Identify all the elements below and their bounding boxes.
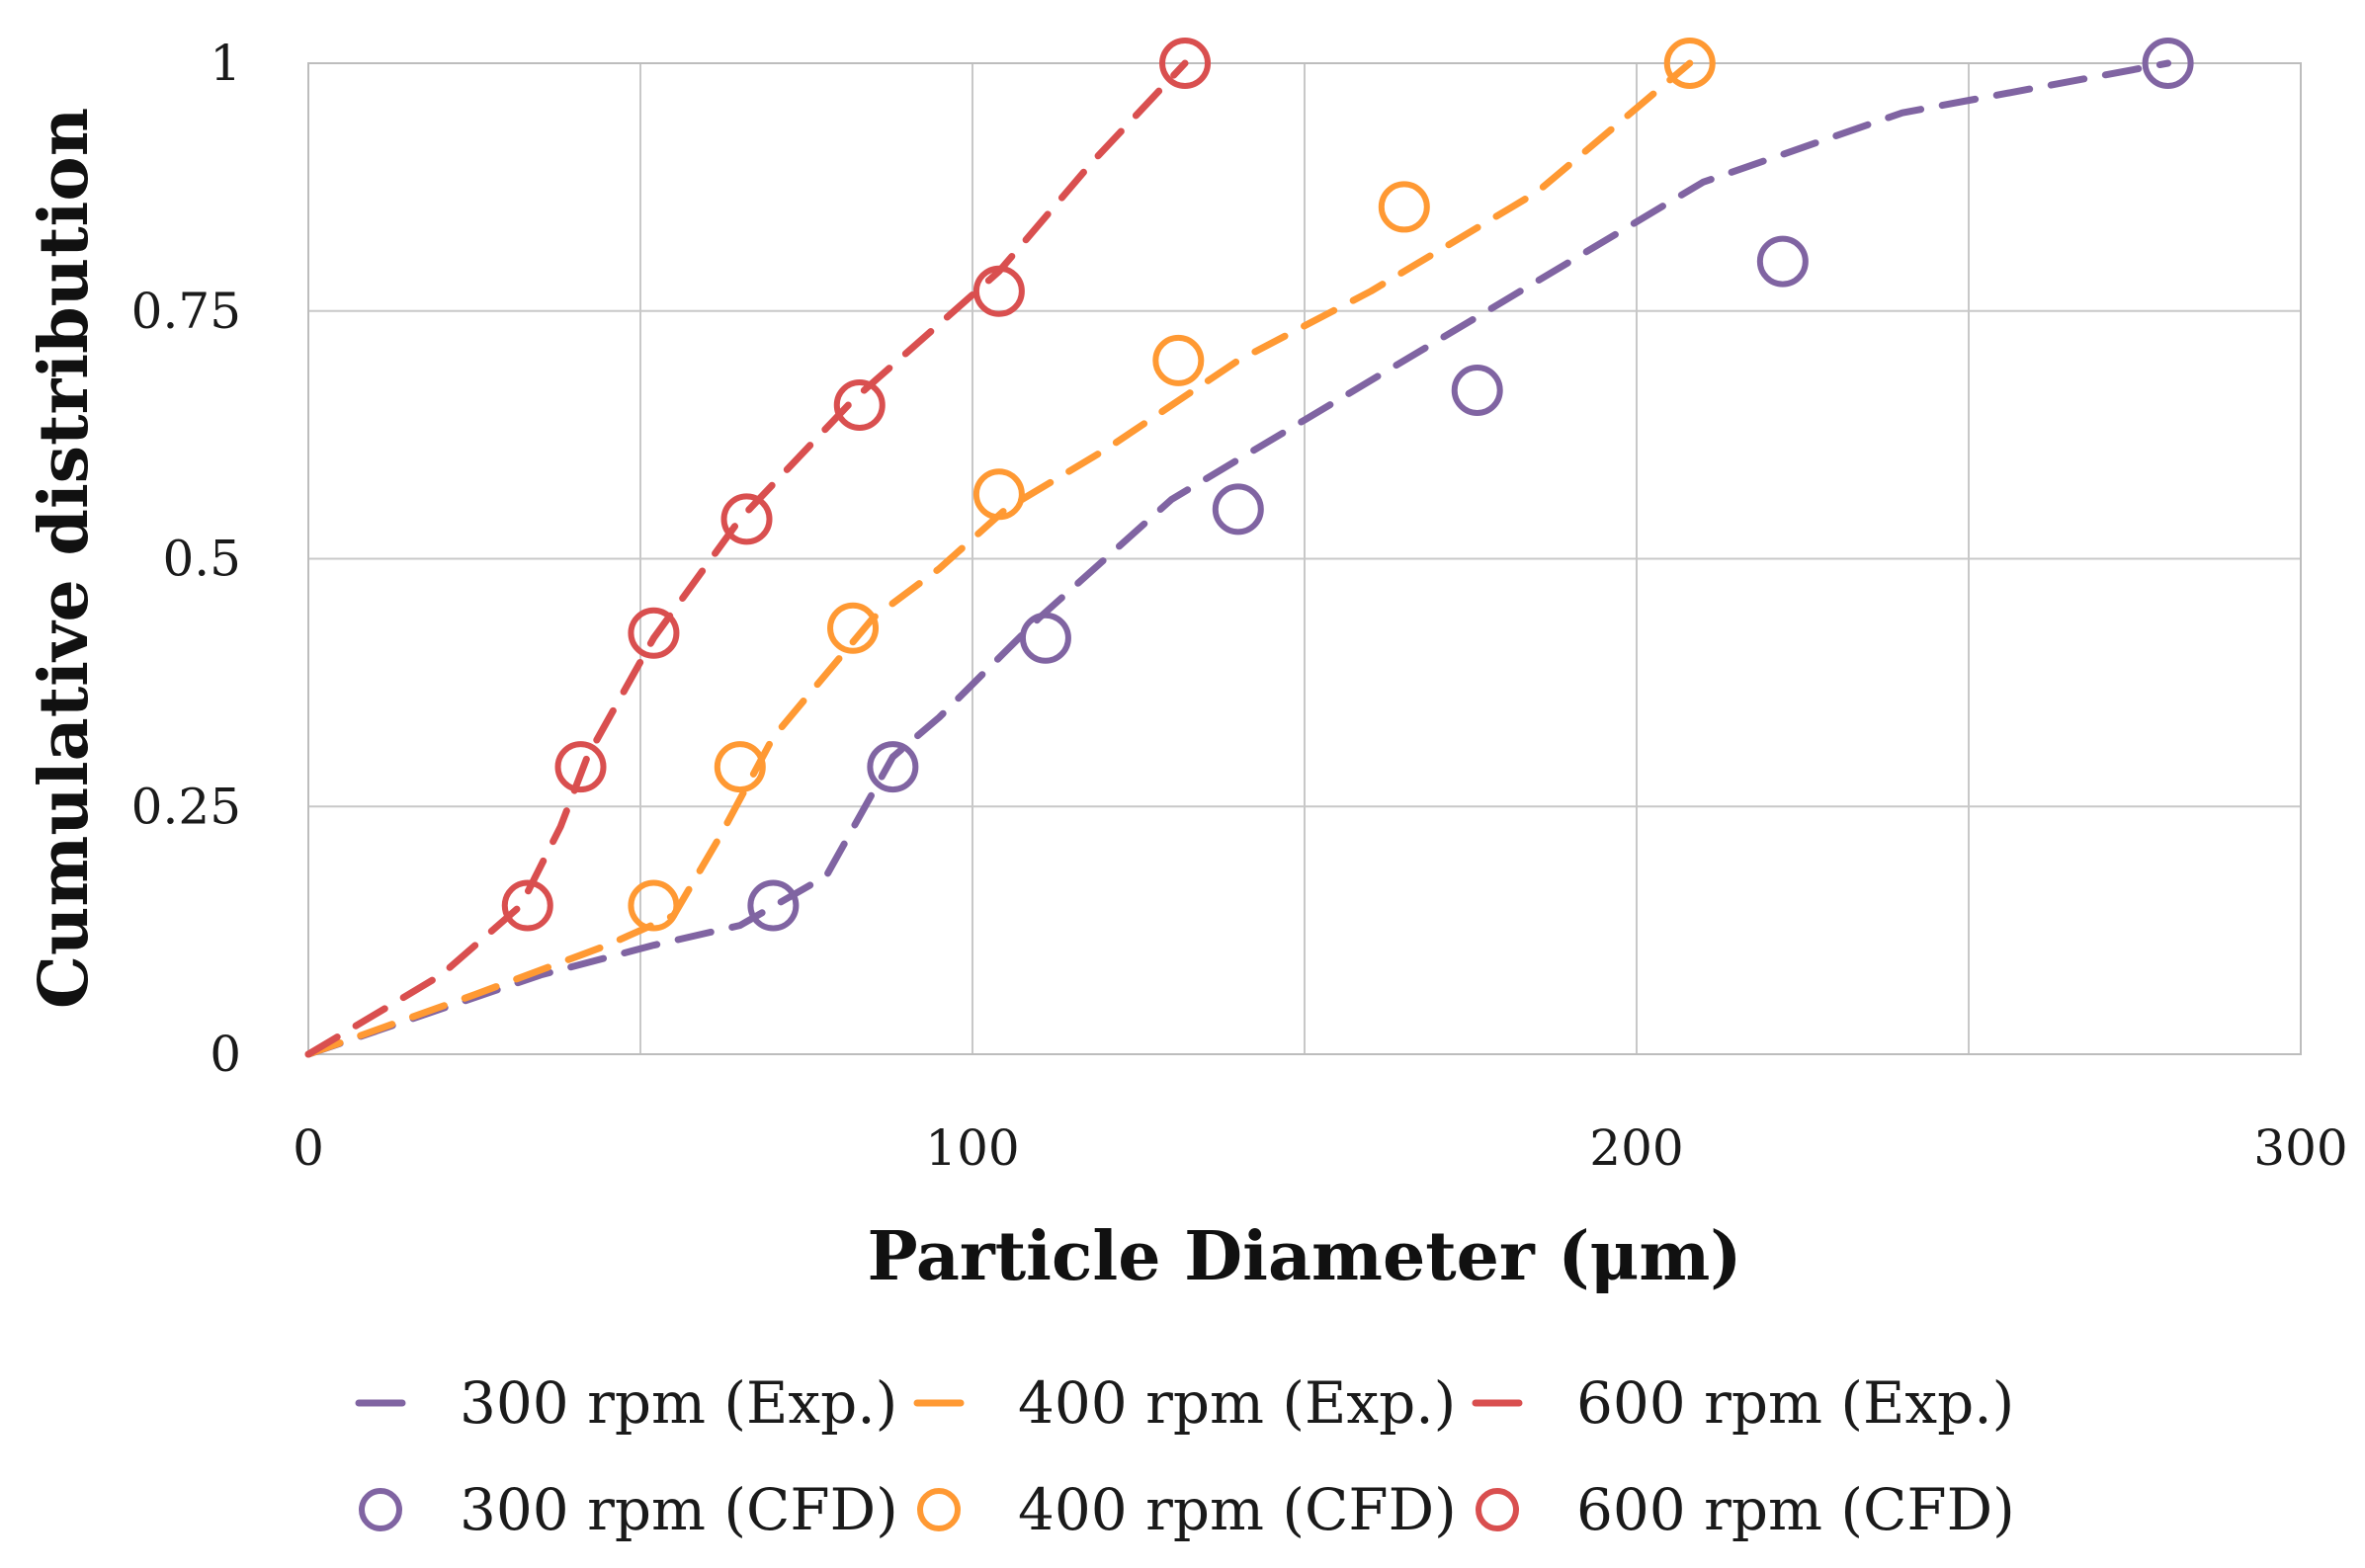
legend-swatch-marker xyxy=(359,1488,402,1531)
series-line-400-rpm-exp xyxy=(304,59,1694,1058)
legend-item-300-rpm-cfd: 300 rpm (CFD) xyxy=(359,1476,898,1543)
legend: 300 rpm (Exp.) 400 rpm (Exp.) 600 rpm (Exp… xyxy=(355,1369,2015,1543)
legend-label: 600 rpm (Exp.) xyxy=(1576,1369,2014,1437)
marker-600-rpm-cfd xyxy=(1159,38,1212,89)
x-tick-label: 0 xyxy=(293,1119,324,1177)
marker-300-rpm-cfd xyxy=(1451,364,1503,416)
marker-300-rpm-cfd xyxy=(1756,235,1809,288)
x-tick-label: 300 xyxy=(2253,1119,2347,1177)
marker-400-rpm-cfd xyxy=(972,468,1025,521)
legend-item-600-rpm-exp: 600 rpm (Exp.) xyxy=(1472,1369,2014,1437)
legend-label: 300 rpm (CFD) xyxy=(460,1476,898,1543)
legend-label: 600 rpm (CFD) xyxy=(1576,1476,2015,1543)
marker-400-rpm-cfd xyxy=(1378,181,1430,233)
series-line-600-rpm-exp xyxy=(304,59,1189,1058)
legend-item-600-rpm-cfd: 600 rpm (CFD) xyxy=(1476,1476,2015,1543)
marker-400-rpm-cfd xyxy=(628,879,680,932)
marker-400-rpm-cfd xyxy=(827,602,880,654)
marker-300-rpm-cfd xyxy=(1212,483,1264,536)
legend-swatch-marker xyxy=(917,1488,961,1531)
marker-400-rpm-cfd xyxy=(714,741,766,793)
marker-600-rpm-cfd xyxy=(628,607,680,659)
legend-item-400-rpm-cfd: 400 rpm (CFD) xyxy=(917,1476,1457,1543)
y-tick-label: 1 xyxy=(210,35,241,92)
plot-area xyxy=(307,62,2302,1055)
series xyxy=(304,38,2194,1058)
y-tick-label: 0.25 xyxy=(131,778,241,835)
legend-item-400-rpm-exp: 400 rpm (Exp.) xyxy=(913,1369,1456,1437)
x-tick-label: 200 xyxy=(1589,1119,1683,1177)
y-tick-label: 0 xyxy=(210,1026,241,1083)
marker-600-rpm-cfd xyxy=(501,879,553,932)
marker-300-rpm-cfd xyxy=(2142,38,2194,89)
marker-400-rpm-cfd xyxy=(1663,38,1716,89)
marker-600-rpm-cfd xyxy=(554,741,607,793)
y-tick-label: 0.5 xyxy=(162,531,241,588)
tick-labels: 0 100 200 300 0 0.25 0.5 0.75 1 xyxy=(131,35,2348,1177)
legend-swatch-marker xyxy=(1476,1488,1519,1531)
legend-item-300-rpm-exp: 300 rpm (Exp.) xyxy=(355,1369,897,1437)
marker-600-rpm-cfd xyxy=(720,493,773,545)
marker-600-rpm-cfd xyxy=(833,379,886,432)
legend-label: 400 rpm (Exp.) xyxy=(1018,1369,1456,1437)
legend-label: 300 rpm (Exp.) xyxy=(460,1369,897,1437)
marker-400-rpm-cfd xyxy=(1152,334,1205,386)
marker-300-rpm-cfd xyxy=(747,879,800,932)
x-tick-label: 100 xyxy=(925,1119,1019,1177)
marker-300-rpm-cfd xyxy=(1019,612,1071,664)
y-axis-title: Cumulative distribution xyxy=(25,108,104,1009)
y-tick-label: 0.75 xyxy=(131,283,241,340)
x-axis-title: Particle Diameter (μm) xyxy=(868,1217,1742,1296)
marker-300-rpm-cfd xyxy=(867,741,919,793)
marker-600-rpm-cfd xyxy=(972,265,1025,317)
legend-label: 400 rpm (CFD) xyxy=(1018,1476,1457,1543)
